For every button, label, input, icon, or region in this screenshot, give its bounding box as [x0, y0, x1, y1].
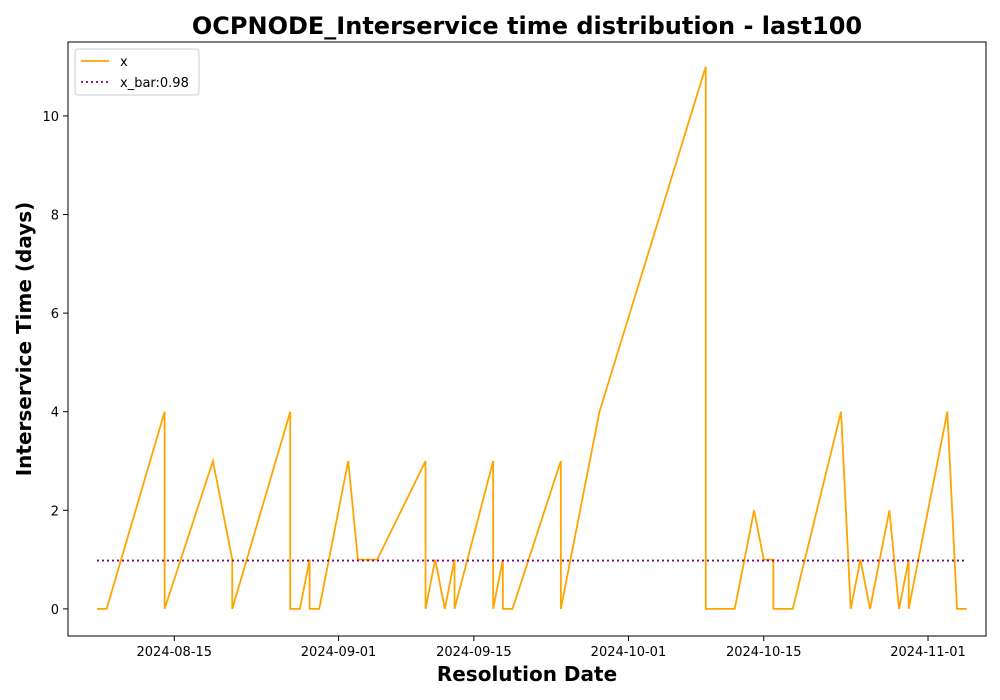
x-tick-label: 2024-08-15: [137, 645, 213, 660]
plot-series: [96, 66, 967, 610]
y-tick-label: 4: [51, 406, 59, 421]
x-tick-label: 2024-10-15: [726, 645, 802, 660]
series-line-x: [96, 66, 967, 610]
x-tick-label: 2024-09-01: [301, 645, 377, 660]
chart-title: OCPNODE_Interservice time distribution -…: [192, 12, 862, 40]
y-tick-label: 8: [51, 209, 59, 224]
plot-area-frame: [67, 41, 987, 637]
x-tick-label: 2024-10-01: [591, 645, 667, 660]
y-axis-label: Interservice Time (days): [12, 202, 36, 477]
legend-label-x: x: [120, 55, 128, 70]
y-axis-ticks: 0 2 4 6 8 10: [42, 110, 68, 618]
legend-label-x-bar: x_bar:0.98: [120, 76, 189, 91]
y-tick-label: 0: [51, 603, 59, 618]
x-tick-label: 2024-09-15: [436, 645, 512, 660]
x-axis-label: Resolution Date: [437, 662, 617, 686]
legend: x x_bar:0.98: [74, 48, 200, 96]
y-tick-label: 10: [42, 110, 59, 125]
x-tick-label: 2024-11-01: [890, 645, 966, 660]
y-tick-label: 2: [51, 504, 59, 519]
y-tick-label: 6: [51, 307, 59, 322]
x-axis-ticks: 2024-08-15 2024-09-01 2024-09-15 2024-10-01…: [137, 636, 966, 660]
